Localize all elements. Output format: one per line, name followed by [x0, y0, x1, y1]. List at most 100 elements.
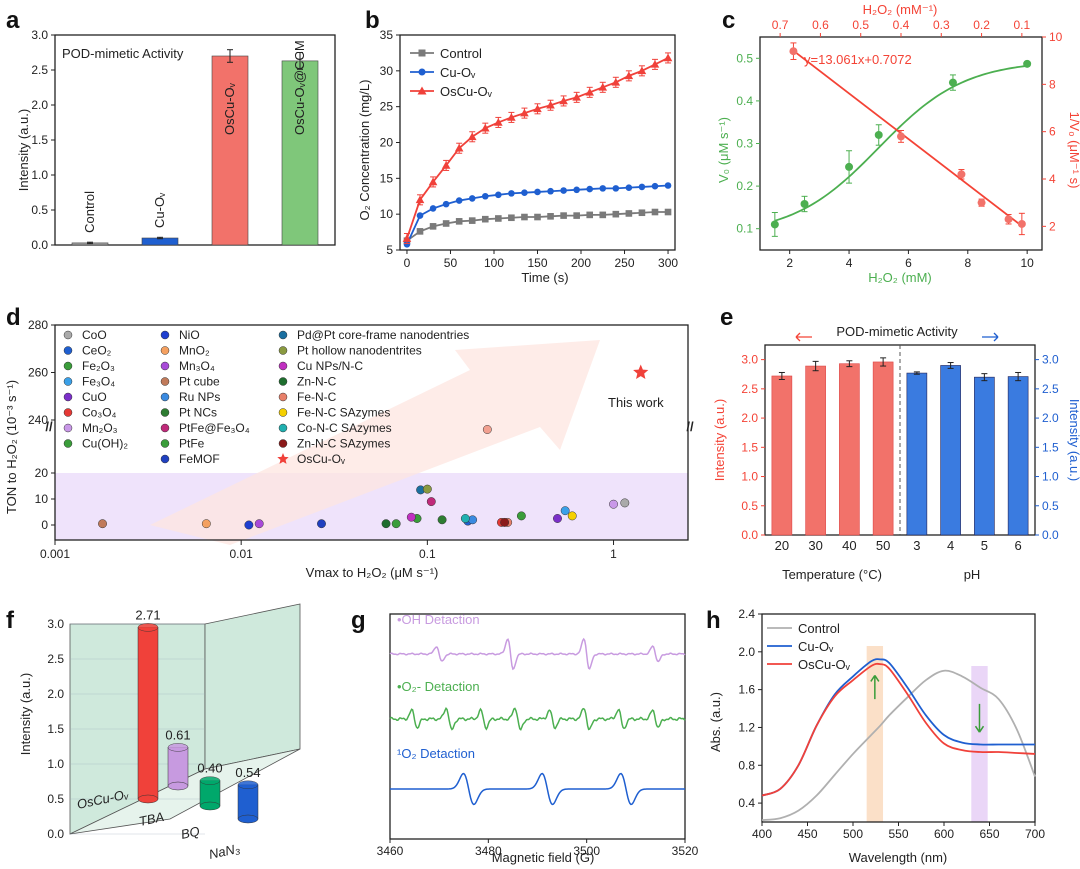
- data-point: [429, 205, 437, 212]
- data-point: [599, 211, 607, 219]
- bar: [137, 627, 159, 800]
- y-tick-label: 0.1: [736, 222, 753, 236]
- series-label: •O₂- Detaction: [397, 679, 480, 694]
- data-point: [638, 209, 646, 217]
- bar-top: [199, 776, 221, 785]
- data-point: [508, 214, 515, 222]
- legend-marker: [278, 377, 288, 386]
- y2-tick-label: 2: [1049, 219, 1056, 233]
- value-label: 0.54: [235, 765, 260, 780]
- highlight-band-orange: [866, 646, 884, 822]
- x-tick-label: 150: [527, 256, 547, 270]
- panel-g-chart: g Magnetic field (G) 3460 3480 3500 3520 •OH…: [351, 607, 699, 865]
- x-tick-label: 3460: [377, 844, 404, 858]
- x-tick-label: 0.01: [229, 547, 253, 561]
- data-point: [638, 183, 646, 191]
- legend-label: Cu-Oᵥ: [798, 639, 834, 654]
- panel-label-a: a: [6, 7, 20, 34]
- data-point: [586, 185, 594, 193]
- linear-fit: [791, 49, 1023, 227]
- bar-base: [137, 794, 159, 804]
- panel-c-ylabel-left: V₀ (μM s⁻¹): [716, 117, 731, 183]
- x-tick-label: 5: [981, 538, 988, 553]
- legend-marker: [63, 346, 73, 355]
- legend-label: Pd@Pt core-frame nanodentries: [297, 328, 469, 342]
- x-tick-label: 500: [843, 827, 863, 841]
- panel-label-c: c: [722, 7, 735, 34]
- panel-c-equation: y=13.061x+0.7072: [804, 52, 912, 67]
- bar: [940, 365, 961, 536]
- y-tick-label: 260: [28, 366, 48, 380]
- bar: [974, 376, 995, 536]
- legend-label: Fe-N-C SAzymes: [297, 406, 390, 420]
- x-tick-label: 50: [876, 538, 890, 553]
- panel-f-ylabel: Intensity (a.u.): [18, 673, 33, 755]
- data-point: [507, 113, 516, 121]
- x-tick-label: 10: [1020, 256, 1034, 270]
- floor: [69, 748, 301, 835]
- y-tick-label: 2.0: [741, 411, 758, 425]
- legend-marker: [63, 392, 73, 402]
- data-point: [789, 47, 798, 56]
- plot-frame: [54, 324, 689, 541]
- singlet-o2-spectrum: [390, 772, 685, 806]
- legend-label: NiO: [179, 328, 200, 342]
- y2-tick-label: 4: [1049, 172, 1056, 186]
- legend-label: Fe₃O₄: [82, 375, 115, 389]
- data-point: [560, 506, 570, 516]
- category-label: OsCu-Oᵥ: [222, 82, 237, 135]
- bar: [1007, 376, 1029, 536]
- data-point: [416, 228, 424, 235]
- z-tick-label: 1.0: [47, 757, 64, 771]
- category-label: Control: [82, 191, 97, 233]
- data-point: [559, 96, 568, 105]
- y-tick-label: 0.5: [31, 203, 48, 217]
- legend-label: Mn₂O₃: [82, 421, 118, 435]
- x-tick-label: 3480: [475, 844, 502, 858]
- category-label: NaN₃: [208, 841, 242, 862]
- x2-tick-label: 0.4: [893, 18, 910, 32]
- legend-marker: [160, 377, 170, 386]
- data-point: [422, 484, 432, 494]
- y2-tick-label: 6: [1049, 125, 1056, 139]
- data-point: [547, 187, 554, 195]
- y-tick-label: 1.0: [741, 470, 758, 484]
- data-point: [567, 511, 577, 521]
- legend-label: Cu(OH)₂: [82, 437, 128, 451]
- panel-a-title: POD-mimetic Activity: [62, 46, 184, 61]
- data-point: [460, 514, 470, 523]
- y2-tick-label: 2.5: [1042, 382, 1059, 396]
- y-tick-label: 15: [380, 171, 394, 185]
- y-tick-label: 35: [380, 28, 394, 42]
- series-label: ¹O₂ Detaction: [397, 746, 475, 761]
- data-point: [516, 511, 526, 521]
- legend-marker: [418, 68, 426, 76]
- y2-tick-label: 8: [1049, 77, 1056, 91]
- bar: [771, 375, 793, 536]
- plot-frame: [389, 613, 686, 840]
- panel-label-b: b: [365, 7, 380, 34]
- legend-marker: [278, 408, 288, 417]
- data-point: [573, 212, 580, 219]
- x-tick-label: 2: [786, 256, 793, 270]
- x-tick-label: 3: [913, 538, 920, 553]
- z-tick-label: 1.5: [47, 722, 64, 736]
- data-point: [428, 177, 438, 186]
- data-point: [1023, 59, 1032, 68]
- bar: [872, 361, 894, 536]
- bar: [906, 372, 928, 536]
- y-tick-label: 280: [28, 318, 48, 332]
- data-point: [442, 220, 450, 227]
- data-point: [468, 515, 478, 525]
- legend-label: CeO₂: [82, 344, 112, 358]
- y2-tick-label: 2.0: [1042, 411, 1059, 425]
- legend-label: Co-N-C SAzymes: [297, 421, 392, 435]
- bar-top: [137, 623, 159, 632]
- panel-g-xlabel: Magnetic field (G): [492, 850, 595, 865]
- y-tick-label: 0.4: [736, 94, 753, 108]
- legend-label: OsCu-Oᵥ: [297, 452, 345, 466]
- data-point: [650, 60, 660, 68]
- y-tick-label: 0.3: [736, 137, 753, 151]
- legend-label: Cu-Oᵥ: [440, 65, 476, 80]
- x-tick-label: 0: [404, 256, 411, 270]
